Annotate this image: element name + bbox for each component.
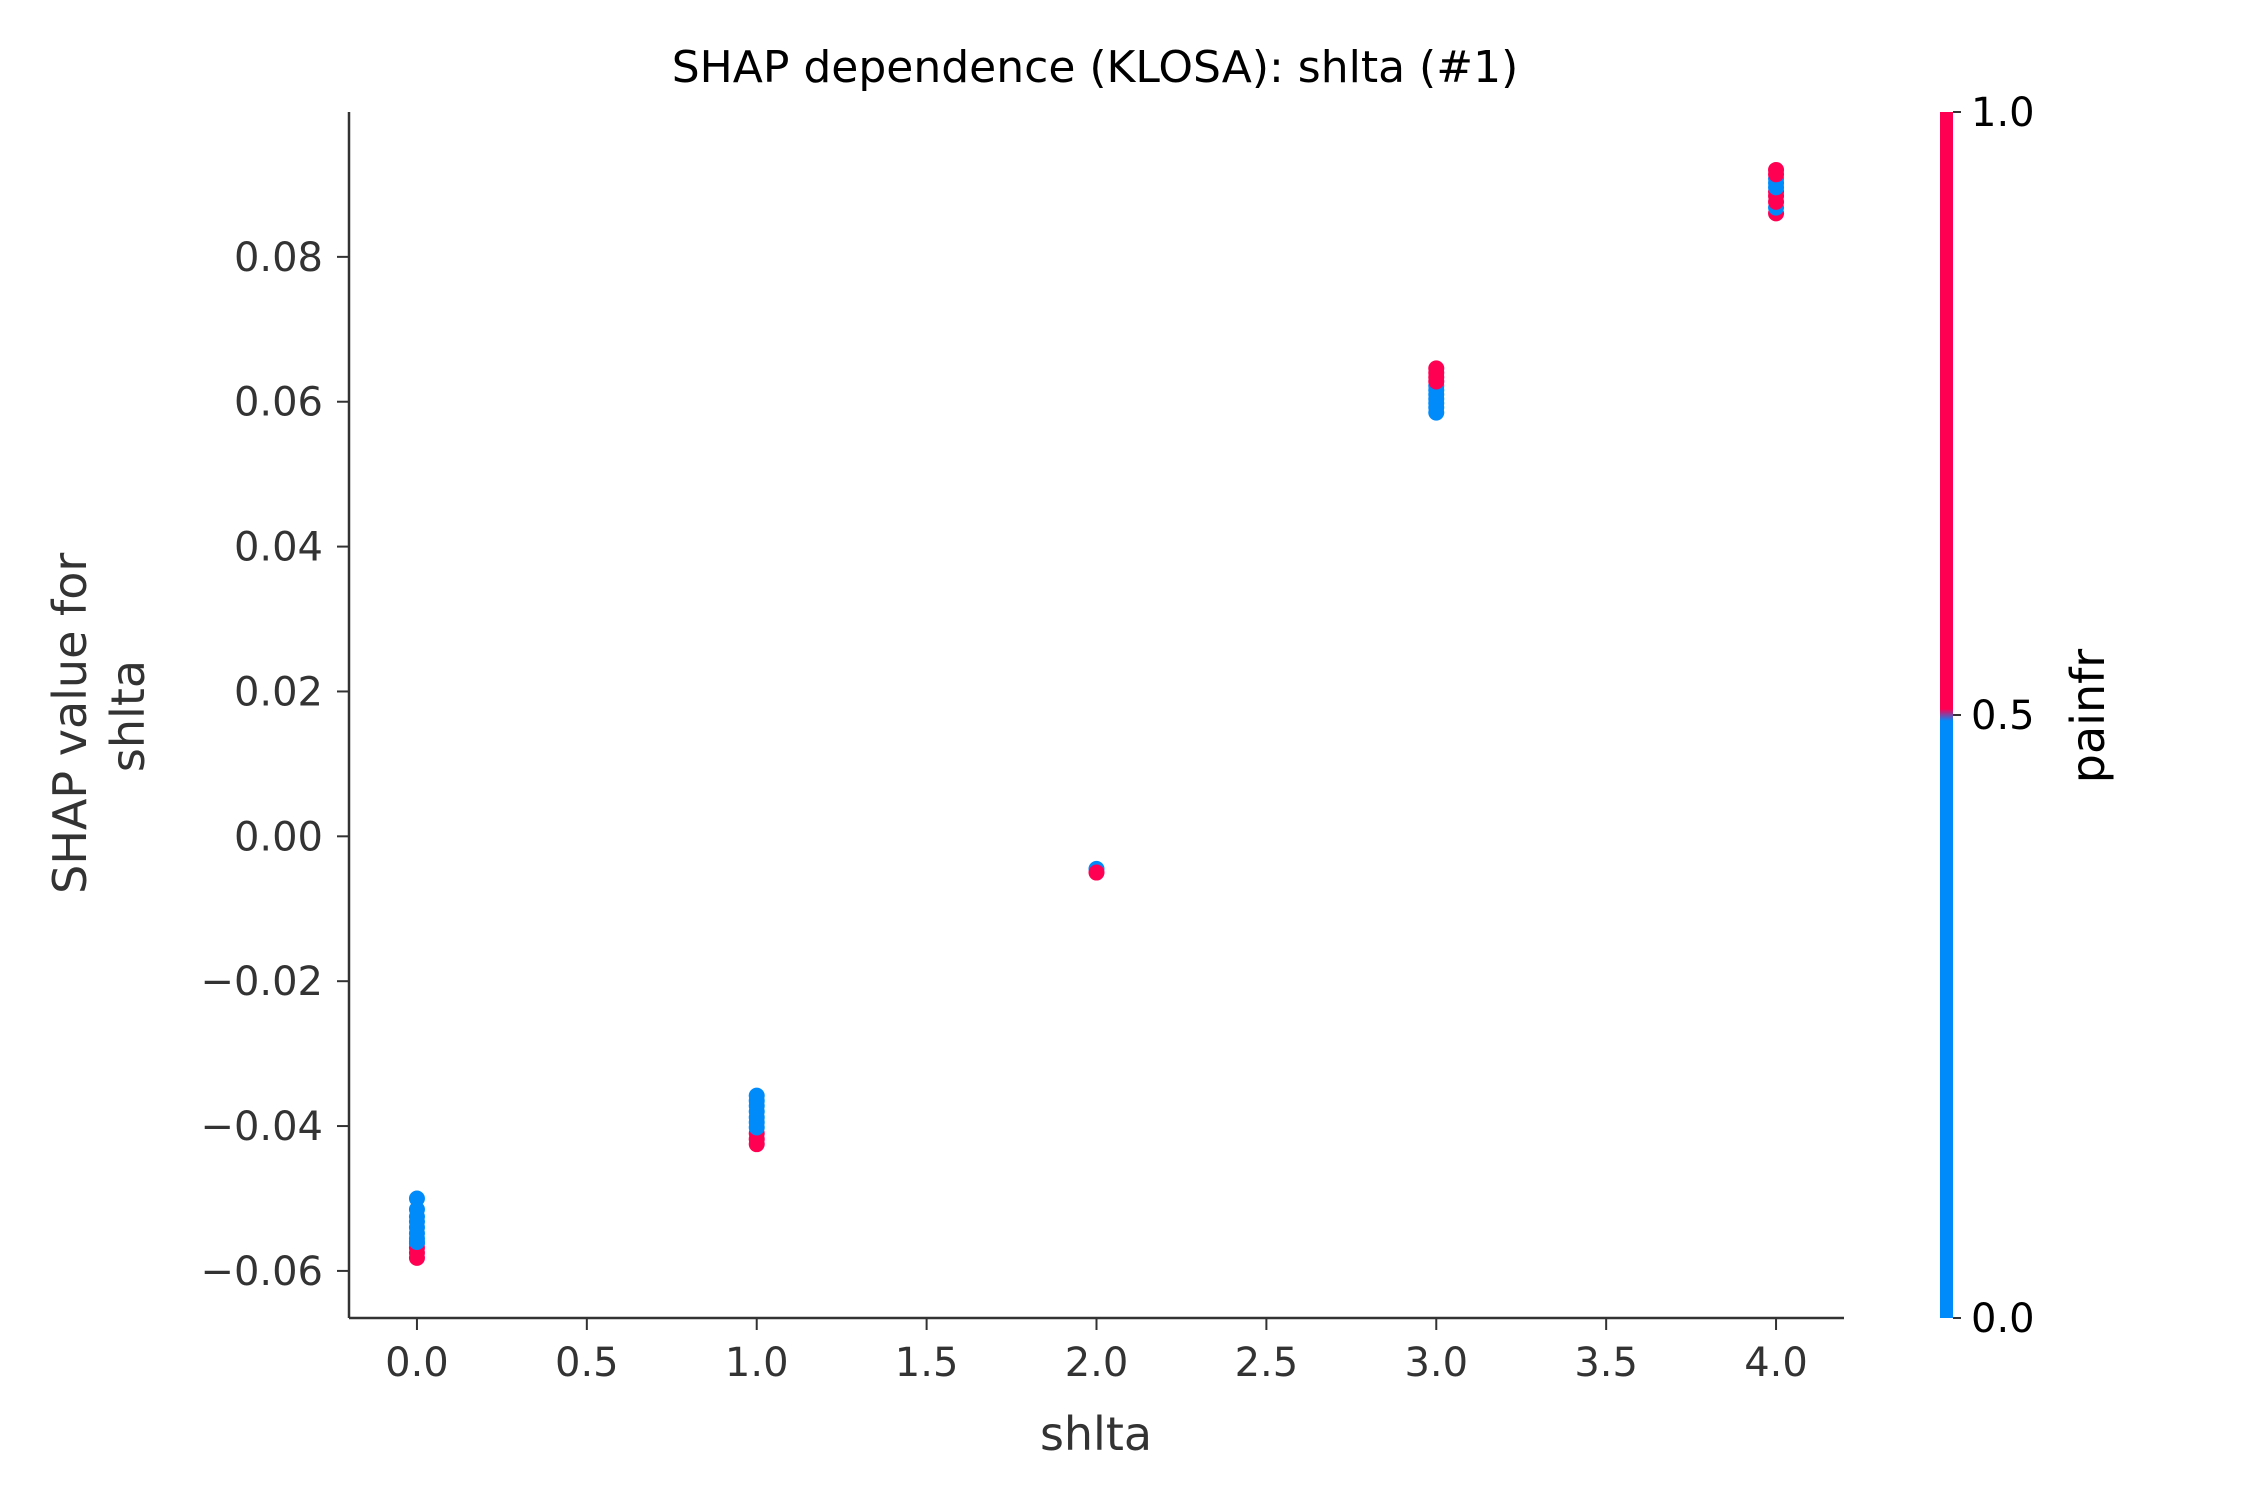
- x-tick-label: 2.0: [1065, 1340, 1129, 1386]
- y-axis-label-line-2: shlta: [101, 660, 155, 772]
- y-tick-label: −0.02: [200, 959, 323, 1005]
- y-tick-label: 0.00: [234, 814, 323, 860]
- data-point: [1088, 864, 1105, 881]
- y-axis-label: SHAP value for shlta: [43, 538, 155, 894]
- x-tick-label: 4.0: [1744, 1340, 1808, 1386]
- y-tick-label: 0.02: [234, 669, 323, 715]
- y-tick-label: −0.06: [200, 1249, 323, 1295]
- x-axis-label: shlta: [1040, 1407, 1152, 1461]
- x-tick-label: 0.0: [385, 1340, 449, 1386]
- x-tick-label: 3.0: [1404, 1340, 1468, 1386]
- data-point: [1428, 360, 1445, 377]
- y-tick-label: −0.04: [200, 1104, 323, 1150]
- x-ticks: 0.0 0.5 1.0 1.5 2.0 2.5 3.0 3.5 4.0: [385, 1318, 1808, 1386]
- y-tick-label: 0.06: [234, 380, 323, 426]
- y-axis-label-line-1: SHAP value for: [43, 553, 97, 894]
- x-tick-label: 0.5: [555, 1340, 619, 1386]
- x-tick-label: 2.5: [1235, 1340, 1299, 1386]
- colorbar-label: painfr: [2061, 649, 2115, 784]
- y-tick-label: 0.08: [234, 235, 323, 281]
- colorbar-tick-label: 0.0: [1971, 1296, 2035, 1342]
- data-point: [408, 1249, 425, 1266]
- y-tick-label: 0.04: [234, 525, 323, 571]
- x-tick-label: 3.5: [1574, 1340, 1638, 1386]
- y-ticks: −0.06 −0.04 −0.02 0.00 0.02 0.04 0.06 0.08: [200, 235, 349, 1295]
- colorbar-tick-label: 0.5: [1971, 693, 2035, 739]
- data-point: [1768, 161, 1785, 178]
- chart-title: SHAP dependence (KLOSA): shlta (#1): [672, 42, 1519, 93]
- plot-area: [408, 161, 1785, 1266]
- colorbar-ticks: 0.0 0.5 1.0: [1953, 90, 2035, 1342]
- colorbar-tick-label: 1.0: [1971, 90, 2035, 136]
- x-tick-label: 1.0: [725, 1340, 789, 1386]
- data-point: [408, 1233, 425, 1250]
- data-point: [748, 1087, 765, 1104]
- colorbar: [1940, 112, 1953, 1318]
- x-tick-label: 1.5: [895, 1340, 959, 1386]
